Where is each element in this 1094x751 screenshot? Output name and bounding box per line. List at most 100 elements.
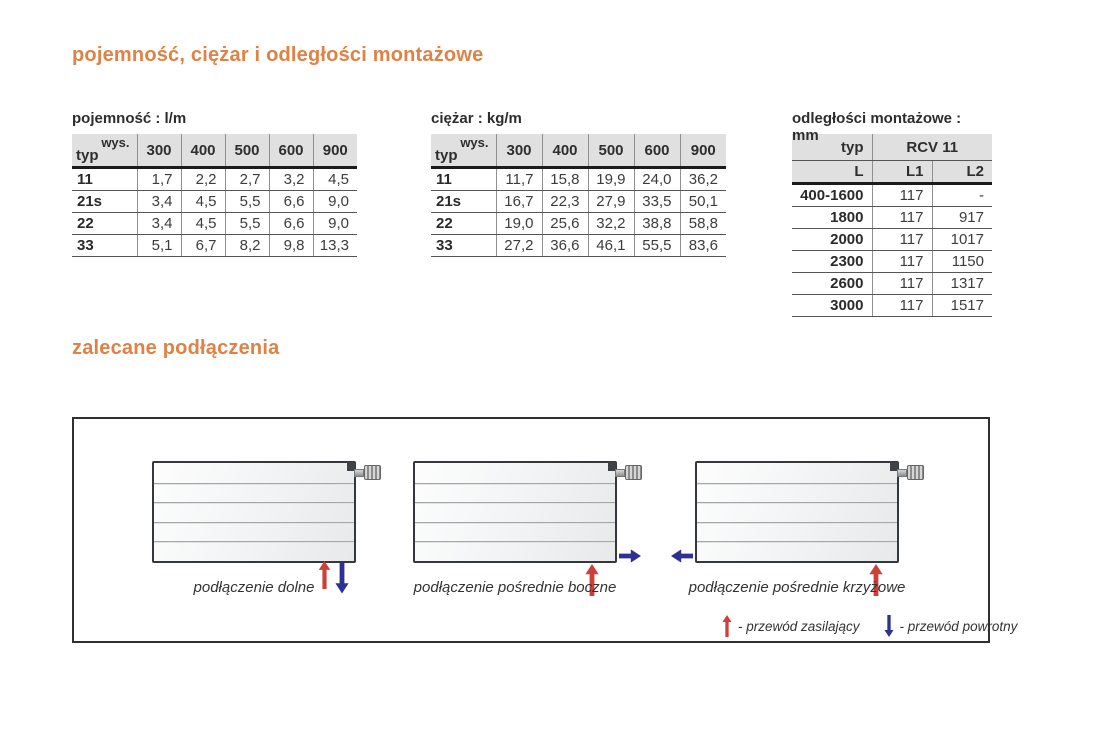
capacity-table-title: pojemność : l/m (72, 110, 187, 127)
valve-connection (347, 462, 355, 471)
diagram-caption: podłączenie pośrednie krzyżowe (688, 579, 906, 596)
diagram-caption: podłączenie pośrednie boczne (413, 579, 617, 596)
valve-connection (890, 462, 898, 471)
capacity-row-label: 11 (72, 167, 137, 191)
weight-table-title: ciężar : kg/m (431, 110, 522, 127)
table-row: 2600 117 1317 (792, 272, 992, 295)
capacity-cell: 9,0 (312, 212, 357, 235)
mounting-subcol-header: L2 (931, 160, 992, 185)
mounting-cell: 1517 (931, 294, 992, 317)
valve-connection (608, 462, 616, 471)
thermostat-valve-icon (354, 465, 382, 481)
legend-label: - przewód powrotny (899, 618, 1018, 634)
capacity-row-label: 21s (72, 190, 137, 213)
capacity-col-header: 400 (180, 134, 225, 169)
supply-arrow-icon (722, 615, 732, 637)
table-row: 2300 117 1150 (792, 250, 992, 273)
capacity-cell: 4,5 (312, 167, 357, 191)
capacity-col-header: 500 (224, 134, 269, 169)
radiator-groove (415, 482, 615, 484)
radiator-groove (697, 521, 897, 523)
return-arrow-icon (619, 549, 641, 563)
capacity-col-header: 300 (136, 134, 181, 169)
corner-label-wys: wys. (101, 135, 130, 150)
weight-cell: 11,7 (495, 167, 542, 191)
weight-col-header: 300 (495, 134, 542, 169)
mounting-row-label: 3000 (792, 294, 872, 317)
weight-cell: 15,8 (541, 167, 588, 191)
weight-cell: 27,2 (495, 234, 542, 257)
capacity-cell: 6,6 (268, 212, 313, 235)
table-row: 2000 117 1017 (792, 228, 992, 251)
diagram-caption: podłączenie dolne (193, 579, 315, 596)
table-row: 33 5,1 6,7 8,2 9,8 13,3 (72, 234, 357, 257)
weight-col-header: 600 (633, 134, 680, 169)
weight-cell: 46,1 (587, 234, 634, 257)
capacity-cell: 4,5 (180, 212, 225, 235)
radiator-diagram-cross: podłączenie pośrednie krzyżowe (671, 461, 924, 621)
weight-cell: 22,3 (541, 190, 588, 213)
supply-arrow-icon (585, 564, 599, 596)
supply-arrow-icon (869, 564, 883, 596)
radiator-diagram-side: podłączenie pośrednie boczne (413, 461, 642, 621)
capacity-cell: 2,2 (180, 167, 225, 191)
mounting-cell: 117 (871, 228, 932, 251)
table-row: 3000 117 1517 (792, 294, 992, 317)
weight-row-label: 22 (431, 212, 496, 235)
capacity-cell: 8,2 (224, 234, 269, 257)
capacity-corner-cell: wys. typ (72, 134, 137, 169)
weight-cell: 19,9 (587, 167, 634, 191)
table-row: 11 1,7 2,2 2,7 3,2 4,5 (72, 167, 357, 191)
mounting-subcol-header: L1 (871, 160, 932, 185)
capacity-cell: 5,1 (136, 234, 181, 257)
capacity-cell: 9,8 (268, 234, 313, 257)
radiator-groove (154, 482, 354, 484)
weight-cell: 83,6 (679, 234, 726, 257)
weight-cell: 55,5 (633, 234, 680, 257)
capacity-table: wys. typ 300 400 500 600 900 11 1,7 2,2 … (72, 134, 357, 257)
return-arrow-icon (671, 549, 693, 563)
thermostat-valve-icon (897, 465, 925, 481)
weight-col-header: 900 (679, 134, 726, 169)
mounting-cell: 1150 (931, 250, 992, 273)
radiator-body (695, 461, 924, 563)
capacity-cell: 5,5 (224, 190, 269, 213)
weight-cell: 16,7 (495, 190, 542, 213)
weight-table-section: ciężar : kg/m wys. typ 300 400 500 600 9… (431, 110, 726, 257)
mounting-row-label: 1800 (792, 206, 872, 229)
radiator-diagram-bottom: podłączenie dolne (152, 461, 381, 621)
radiator-groove (154, 521, 354, 523)
weight-table: wys. typ 300 400 500 600 900 11 11,7 15,… (431, 134, 726, 257)
capacity-row-label: 22 (72, 212, 137, 235)
radiator-groove (154, 541, 354, 543)
table-row: 22 3,4 4,5 5,5 6,6 9,0 (72, 212, 357, 235)
weight-row-label: 21s (431, 190, 496, 213)
capacity-col-header: 900 (312, 134, 357, 169)
weight-cell: 38,8 (633, 212, 680, 235)
page-title: pojemność, ciężar i odległości montażowe (72, 44, 484, 66)
mounting-cell: 917 (931, 206, 992, 229)
thermostat-valve-icon (615, 465, 643, 481)
weight-col-header: 400 (541, 134, 588, 169)
capacity-row-label: 33 (72, 234, 137, 257)
capacity-col-header: 600 (268, 134, 313, 169)
capacity-cell: 6,7 (180, 234, 225, 257)
mounting-cell: 117 (871, 294, 932, 317)
supply-arrow-icon (318, 561, 331, 589)
table-row: 11 11,7 15,8 19,9 24,0 36,2 (431, 167, 726, 191)
connections-diagram-box: podłączenie dolne podłączenie pośrednie … (72, 417, 1017, 643)
weight-col-header: 500 (587, 134, 634, 169)
weight-cell: 33,5 (633, 190, 680, 213)
table-row: 22 19,0 25,6 32,2 38,8 58,8 (431, 212, 726, 235)
mounting-cell: 1317 (931, 272, 992, 295)
weight-cell: 58,8 (679, 212, 726, 235)
corner-label-typ: typ (76, 147, 99, 164)
table-row: 1800 117 917 (792, 206, 992, 229)
legend-item-return: - przewód powrotny (884, 615, 1018, 637)
mounting-col-group: RCV 11 (871, 134, 992, 161)
legend: - przewód zasilający - przewód powrotny (722, 615, 1017, 637)
weight-row-label: 11 (431, 167, 496, 191)
weight-cell: 36,6 (541, 234, 588, 257)
mounting-table-title: odległości montażowe : mm (792, 110, 962, 144)
table-row: 21s 16,7 22,3 27,9 33,5 50,1 (431, 190, 726, 213)
